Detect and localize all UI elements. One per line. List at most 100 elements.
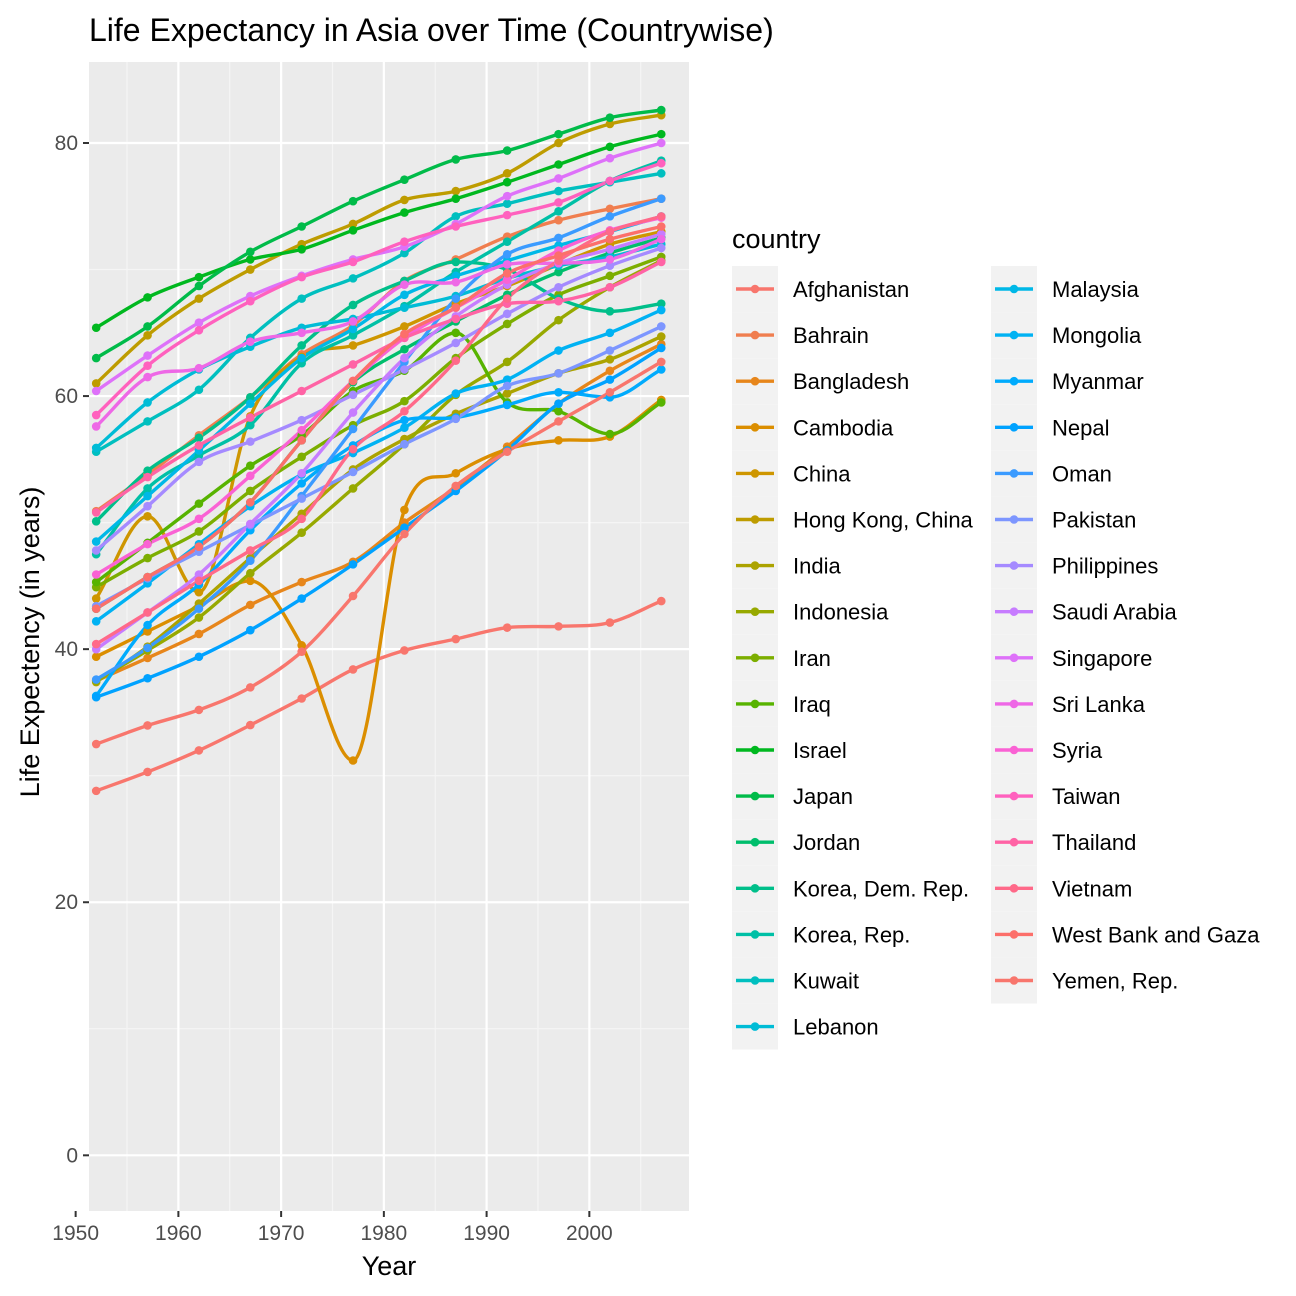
- data-point: [554, 406, 563, 416]
- data-point: [400, 365, 409, 374]
- data-point: [656, 212, 666, 221]
- data-point: [246, 337, 255, 346]
- data-point: [143, 767, 152, 777]
- legend-label: West Bank and Gaza: [1052, 922, 1260, 947]
- data-point: [246, 720, 255, 730]
- legend-key-point: [750, 884, 760, 893]
- data-point: [348, 484, 358, 493]
- data-point: [656, 398, 666, 407]
- data-point: [656, 169, 666, 178]
- data-point: [246, 600, 255, 610]
- legend-label: Vietnam: [1052, 876, 1132, 901]
- data-point: [143, 293, 152, 302]
- legend-key-point: [750, 930, 760, 939]
- data-point: [246, 393, 255, 402]
- data-point: [605, 375, 615, 384]
- data-point: [348, 665, 358, 674]
- data-point: [400, 523, 409, 532]
- data-point: [400, 322, 409, 331]
- data-point: [451, 271, 461, 281]
- data-point: [400, 415, 409, 425]
- legend-key-point: [750, 376, 760, 386]
- data-point: [451, 389, 461, 398]
- legend-label: Jordan: [793, 830, 860, 855]
- data-point: [502, 210, 512, 220]
- series-points: [91, 105, 666, 796]
- legend-label: Philippines: [1052, 554, 1158, 579]
- data-point: [554, 346, 563, 355]
- data-point: [502, 375, 512, 384]
- data-point: [143, 539, 152, 549]
- series-line: [94, 324, 663, 608]
- data-point: [348, 444, 358, 454]
- legend-label: Yemen, Rep.: [1052, 969, 1178, 994]
- data-point: [502, 309, 512, 319]
- data-point: [605, 261, 615, 271]
- legend-key-point: [1009, 376, 1019, 386]
- data-point: [297, 222, 306, 231]
- data-point: [605, 328, 615, 338]
- data-point: [554, 198, 563, 207]
- data-point: [502, 269, 512, 278]
- data-point: [400, 237, 409, 246]
- legend-label: Pakistan: [1052, 508, 1136, 533]
- legend-label: Myanmar: [1052, 369, 1144, 394]
- data-point: [246, 498, 255, 507]
- legend-key-point: [750, 330, 760, 340]
- data-point: [194, 514, 204, 524]
- data-point: [348, 376, 358, 386]
- data-point: [297, 415, 306, 425]
- legend-label: Taiwan: [1052, 784, 1120, 809]
- data-point: [297, 647, 306, 656]
- data-point: [400, 175, 409, 184]
- data-point: [194, 570, 204, 579]
- data-point: [656, 596, 666, 606]
- data-point: [348, 219, 358, 229]
- data-point: [605, 227, 615, 236]
- data-point: [554, 174, 563, 183]
- legend-label: Korea, Rep.: [793, 922, 910, 947]
- data-point: [502, 319, 512, 329]
- data-point: [297, 328, 306, 338]
- x-tick-label: 1990: [463, 1222, 510, 1245]
- legend: country Afghanistan Bahrain Bangladesh Camb…: [732, 224, 1260, 1050]
- data-point: [348, 324, 358, 334]
- y-axis: 0 20 40 60 80: [55, 132, 89, 1167]
- legend-label: Iraq: [793, 692, 831, 717]
- legend-label: Afghanistan: [793, 277, 909, 302]
- data-point: [194, 499, 204, 508]
- legend-label: Malaysia: [1052, 277, 1140, 302]
- data-point: [554, 267, 563, 277]
- data-point: [143, 466, 152, 476]
- legend-key-point: [1009, 745, 1019, 755]
- data-point: [246, 255, 255, 264]
- data-point: [605, 119, 615, 129]
- x-tick-label: 1960: [155, 1222, 202, 1245]
- data-point: [194, 433, 204, 443]
- data-point: [143, 331, 152, 340]
- data-point: [143, 608, 152, 617]
- data-point: [297, 514, 306, 524]
- legend-label: Syria: [1052, 738, 1103, 763]
- data-point: [194, 441, 204, 450]
- data-point: [656, 257, 666, 267]
- data-point: [554, 160, 563, 169]
- data-point: [400, 290, 409, 300]
- data-point: [554, 622, 563, 631]
- data-point: [297, 425, 306, 435]
- data-point: [143, 673, 152, 683]
- data-point: [297, 436, 306, 445]
- data-point: [348, 360, 358, 369]
- data-point: [451, 303, 461, 312]
- data-point: [605, 255, 615, 264]
- data-point: [194, 527, 204, 536]
- legend-key-point: [1009, 284, 1019, 294]
- legend-label: Thailand: [1052, 830, 1136, 855]
- data-point: [91, 652, 101, 662]
- data-point: [194, 457, 204, 467]
- data-point: [502, 381, 512, 391]
- data-point: [91, 577, 101, 587]
- data-point: [502, 400, 512, 410]
- x-tick-label: 1980: [361, 1222, 408, 1245]
- data-point: [194, 325, 204, 335]
